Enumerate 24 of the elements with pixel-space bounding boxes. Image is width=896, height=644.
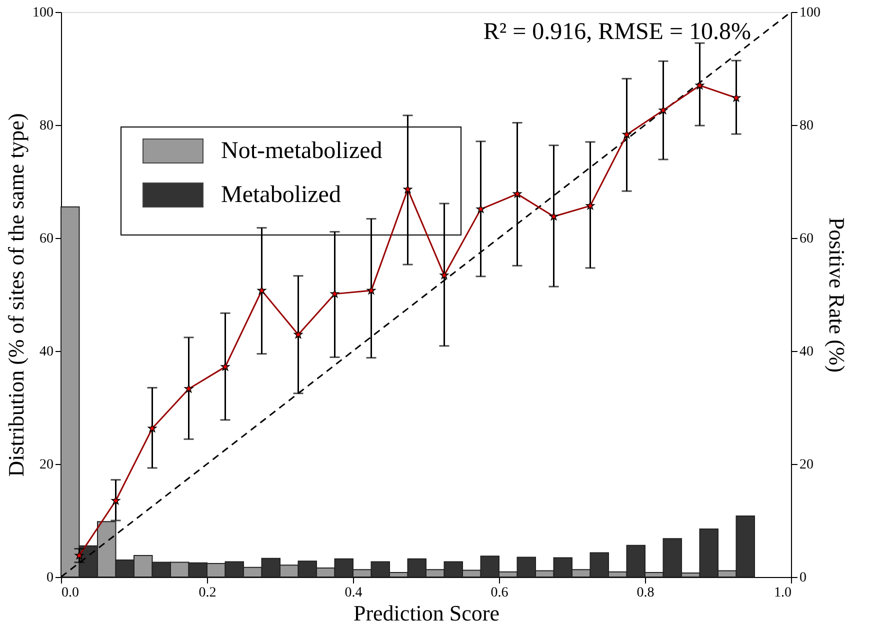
- x-tick-label: 0.8: [636, 586, 654, 600]
- y2-tick-label: 60: [800, 232, 814, 246]
- y-tick-label: 100: [32, 6, 54, 20]
- y-tick-label: 60: [40, 232, 54, 246]
- x-axis-title: Prediction Score: [353, 600, 500, 626]
- x-tick-label: 1.0: [774, 586, 792, 600]
- y-tick-label: 80: [40, 118, 54, 134]
- x-tick-label: 0.6: [490, 586, 508, 600]
- y-tick-label: 0: [46, 570, 54, 586]
- y2-tick-label: 0: [800, 570, 806, 586]
- x-tick-label: 0.4: [344, 586, 362, 600]
- y2-tick-label: 40: [800, 344, 814, 360]
- legend-label: Metabolized: [221, 182, 341, 208]
- x-tick-label: 0.0: [62, 586, 79, 600]
- annotation: R² = 0.916, RMSE = 10.8%: [483, 19, 752, 45]
- y-tick-label: 20: [40, 458, 54, 472]
- y-axis-title: Distribution (% of sites of the same type): [4, 113, 28, 477]
- y2-tick-label: 20: [800, 458, 814, 472]
- y2-tick-label: 80: [800, 118, 814, 134]
- y2-tick-label: 100: [800, 6, 820, 20]
- legend-label: Not-metabolized: [221, 138, 382, 164]
- y2-axis-title: Positive Rate (%): [824, 217, 850, 373]
- x-tick-label: 0.2: [198, 586, 216, 600]
- y-tick-label: 40: [40, 344, 54, 360]
